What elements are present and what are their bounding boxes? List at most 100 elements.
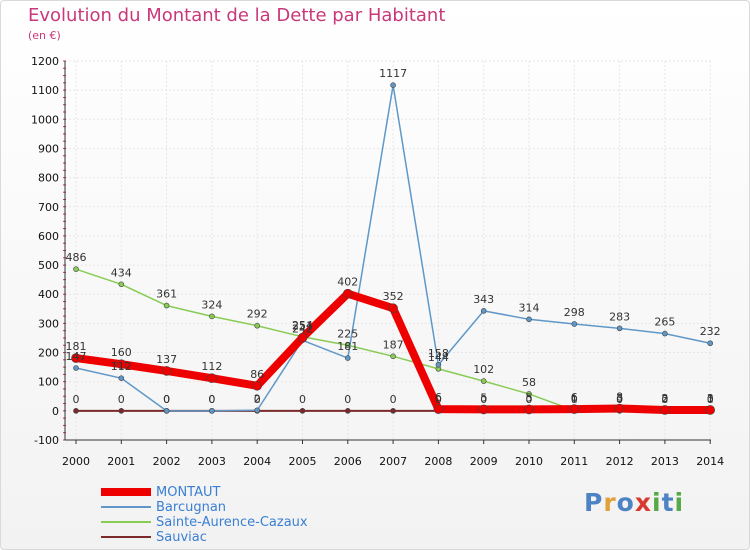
logo-letter: x <box>634 488 652 517</box>
data-label: 8 <box>616 391 623 404</box>
data-point <box>524 404 534 415</box>
y-tick-label: -100 <box>34 434 59 447</box>
data-label: 0 <box>390 393 397 406</box>
y-tick-label: 1100 <box>31 84 59 97</box>
data-point <box>344 355 351 361</box>
data-point <box>707 340 714 347</box>
x-tick-label: 2000 <box>62 455 90 468</box>
data-label: 0 <box>526 393 533 406</box>
data-label: 181 <box>66 340 87 353</box>
y-tick-label: 0 <box>52 405 59 418</box>
x-tick-label: 2006 <box>334 455 362 468</box>
legend-swatch <box>101 506 151 508</box>
data-label: 1 <box>571 393 578 406</box>
data-point <box>390 408 396 414</box>
data-point <box>207 373 217 383</box>
data-label: 361 <box>156 288 177 301</box>
data-point <box>435 361 442 368</box>
data-label: 6 <box>571 391 578 404</box>
data-point <box>344 408 351 414</box>
data-label: 402 <box>337 276 358 289</box>
y-tick-label: 200 <box>38 347 59 360</box>
chart-title: Evolution du Montant de la Dette par Hab… <box>28 5 446 26</box>
data-point <box>478 404 489 415</box>
logo-letter: r <box>603 488 617 517</box>
data-point <box>342 288 353 299</box>
y-tick-label: 500 <box>38 259 59 272</box>
data-point <box>433 404 444 414</box>
data-point <box>118 281 125 288</box>
proxiti-logo: Proxiti <box>584 488 684 517</box>
data-label: 58 <box>522 376 536 389</box>
data-label: 0 <box>435 393 442 406</box>
x-tick-label: 2014 <box>696 455 724 468</box>
x-tick-label: 2005 <box>289 455 317 468</box>
x-tick-label: 2008 <box>424 455 452 468</box>
legend-label: Sauviac <box>156 530 207 545</box>
data-point <box>390 82 396 88</box>
legend-swatch <box>101 488 151 496</box>
data-label: 3 <box>707 392 714 405</box>
y-tick-label: 600 <box>38 230 59 243</box>
data-point <box>662 330 668 337</box>
data-label: 187 <box>383 338 404 351</box>
data-point <box>616 325 623 332</box>
data-label: 0 <box>208 393 215 406</box>
data-label: 283 <box>609 310 630 323</box>
y-tick-label: 1200 <box>31 55 59 68</box>
x-tick-label: 2001 <box>107 455 135 468</box>
x-tick-label: 2009 <box>470 455 498 468</box>
data-label: 0 <box>208 393 215 406</box>
data-label: 324 <box>201 298 222 311</box>
legend-label: Barcugnan <box>156 500 227 515</box>
x-tick-label: 2011 <box>560 455 588 468</box>
x-tick-label: 2010 <box>515 455 543 468</box>
data-point <box>71 353 81 363</box>
data-label: 0 <box>707 393 714 406</box>
data-label: 181 <box>337 340 358 353</box>
y-tick-label: 300 <box>38 317 59 330</box>
data-point <box>388 303 398 314</box>
data-label: 137 <box>156 353 177 366</box>
data-label: 86 <box>250 368 264 381</box>
data-label: 144 <box>428 351 449 364</box>
data-label: 0 <box>163 393 170 406</box>
x-tick-label: 2013 <box>651 455 679 468</box>
data-point <box>73 266 79 272</box>
x-tick-label: 2002 <box>153 455 181 468</box>
data-label: 292 <box>247 308 268 321</box>
data-point <box>299 408 306 414</box>
x-tick-label: 2012 <box>606 455 634 468</box>
data-point <box>163 302 170 309</box>
data-label: 102 <box>473 363 494 376</box>
y-tick-label: 400 <box>38 288 59 301</box>
data-label: 343 <box>473 293 494 306</box>
data-label: 265 <box>654 316 675 329</box>
legend-swatch <box>101 521 151 523</box>
data-point <box>209 313 215 320</box>
data-point <box>614 403 625 414</box>
data-label: 3 <box>661 392 668 405</box>
data-point <box>660 405 670 415</box>
data-label: 2 <box>254 392 261 405</box>
data-label: 0 <box>118 393 125 406</box>
legend-swatch <box>101 536 151 538</box>
x-tick-label: 2007 <box>379 455 407 468</box>
data-label: 1117 <box>379 67 407 80</box>
data-point <box>480 308 487 314</box>
data-point <box>480 378 487 384</box>
data-label: 232 <box>700 325 721 338</box>
data-point <box>571 321 578 327</box>
data-point <box>163 408 170 414</box>
data-point <box>705 405 716 415</box>
data-point <box>254 322 261 329</box>
logo-letter: i <box>652 488 662 517</box>
data-label: 225 <box>337 327 358 340</box>
data-label: 0 <box>344 393 351 406</box>
data-point <box>569 404 580 414</box>
data-label: 0 <box>254 393 261 406</box>
data-label: 0 <box>299 393 306 406</box>
x-tick-label: 2003 <box>198 455 226 468</box>
chart-unit-label: (en €) <box>28 29 61 42</box>
